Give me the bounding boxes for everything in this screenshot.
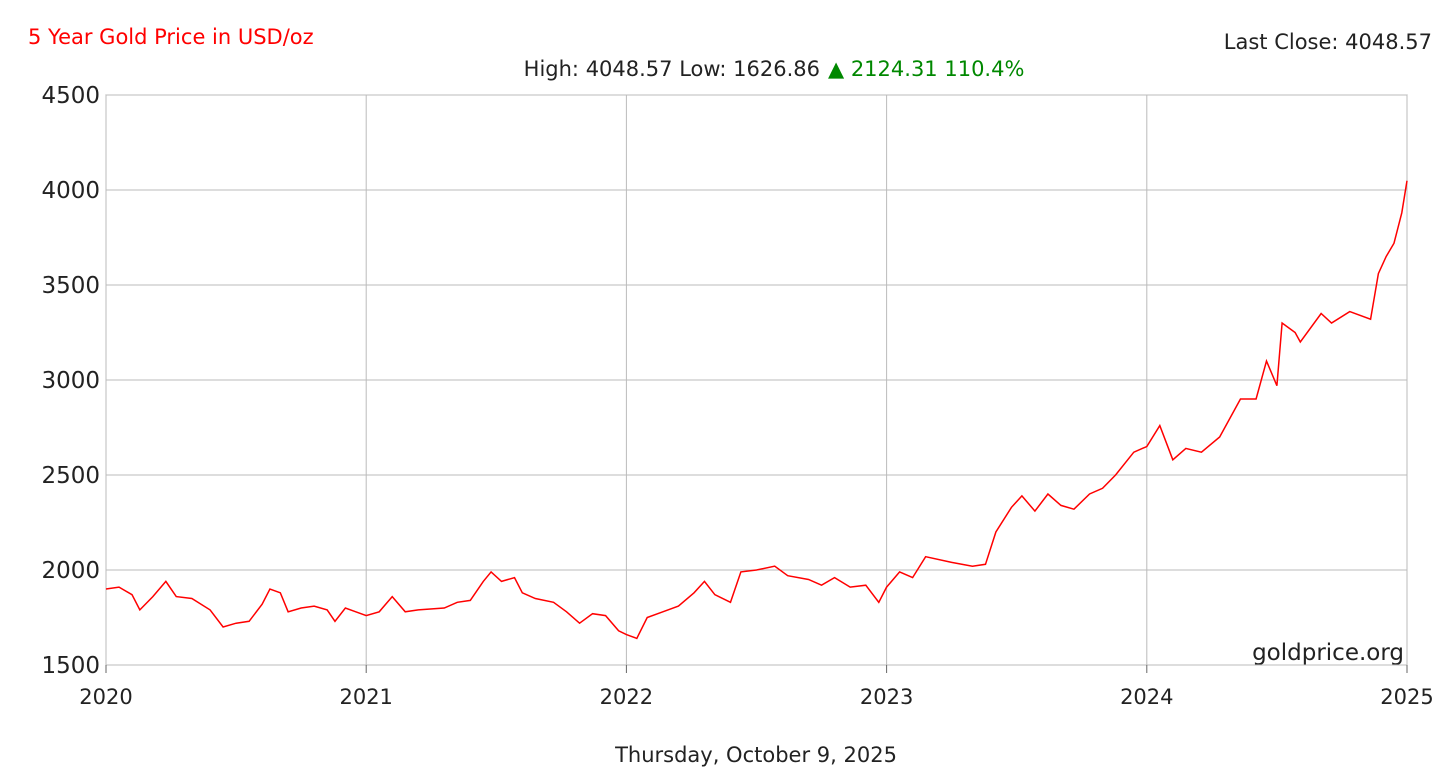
x-tick-label: 2022 — [600, 685, 653, 709]
change: ▲ 2124.31 110.4% — [828, 57, 1024, 81]
last-close: Last Close: 4048.57 — [1224, 30, 1432, 54]
x-tick-label: 2021 — [339, 685, 392, 709]
date-label: Thursday, October 9, 2025 — [614, 743, 897, 767]
stats: High: 4048.57 Low: 1626.86 — [524, 57, 820, 81]
chart-title: 5 Year Gold Price in USD/oz — [28, 25, 314, 49]
y-tick-label: 1500 — [41, 653, 100, 679]
y-tick-label: 4000 — [41, 178, 100, 204]
price-line — [105, 180, 1408, 640]
y-tick-label: 2000 — [41, 558, 100, 584]
x-tick-label: 2024 — [1120, 685, 1173, 709]
y-tick-label: 2500 — [41, 463, 100, 489]
y-tick-label: 3000 — [41, 368, 100, 394]
x-tick-label: 2023 — [860, 685, 913, 709]
x-tick-label: 2020 — [79, 685, 132, 709]
watermark: goldprice.org — [1252, 640, 1404, 666]
x-tick-label: 2025 — [1380, 685, 1433, 709]
y-tick-label: 4500 — [41, 83, 100, 109]
y-tick-label: 3500 — [41, 273, 100, 299]
